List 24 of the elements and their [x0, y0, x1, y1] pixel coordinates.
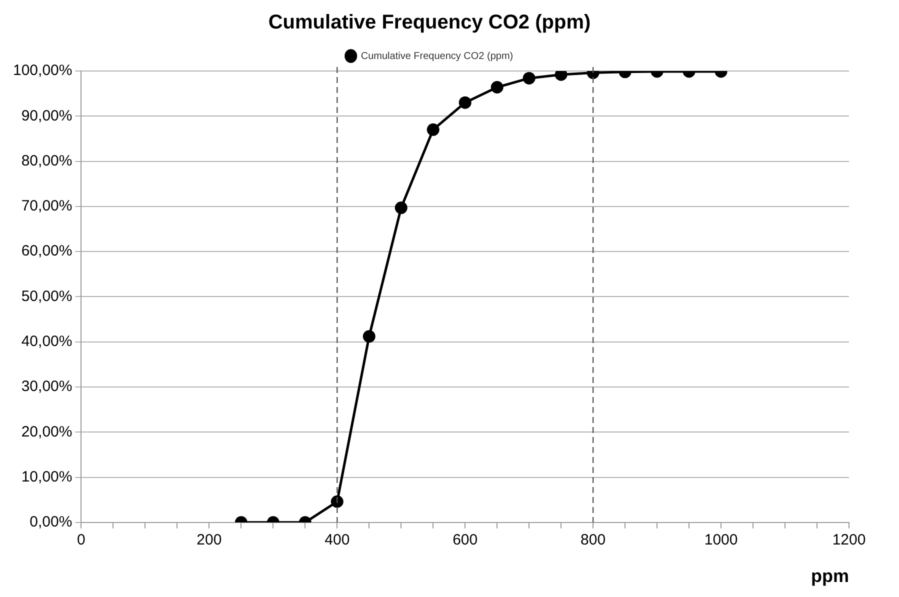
- y-tick-label: 90,00%: [21, 107, 72, 124]
- y-tick-label: 60,00%: [21, 242, 72, 260]
- y-tick-label: 50,00%: [21, 288, 72, 305]
- point: [554, 71, 568, 81]
- y-tick-label: 30,00%: [21, 378, 72, 396]
- y-tick-label: 100,00%: [13, 62, 72, 80]
- x-tick-label: 0: [77, 532, 86, 549]
- y-tick-label: 20,00%: [21, 423, 72, 440]
- x-tick-label: 600: [452, 532, 478, 549]
- x-tick-label: 1000: [704, 532, 738, 549]
- y-tick-label: 70,00%: [21, 198, 72, 215]
- legend-label: Cumulative Frequency CO2 (ppm): [360, 50, 514, 62]
- y-tick-label: 10,00%: [21, 468, 72, 486]
- x-tick-label: 800: [580, 532, 606, 549]
- y-tick-label: 80,00%: [21, 152, 72, 170]
- y-tick-label: 0,00%: [30, 514, 72, 531]
- point: [362, 330, 376, 343]
- chart-title: Cumulative Frequency CO2 (ppm): [268, 12, 591, 34]
- y-tick-label: 40,00%: [21, 332, 72, 350]
- x-axis-title: ppm: [811, 566, 849, 586]
- x-tick-label: 200: [196, 532, 222, 549]
- x-tick-label: 1200: [832, 532, 866, 549]
- point: [394, 202, 408, 214]
- x-tick-label: 400: [324, 532, 350, 549]
